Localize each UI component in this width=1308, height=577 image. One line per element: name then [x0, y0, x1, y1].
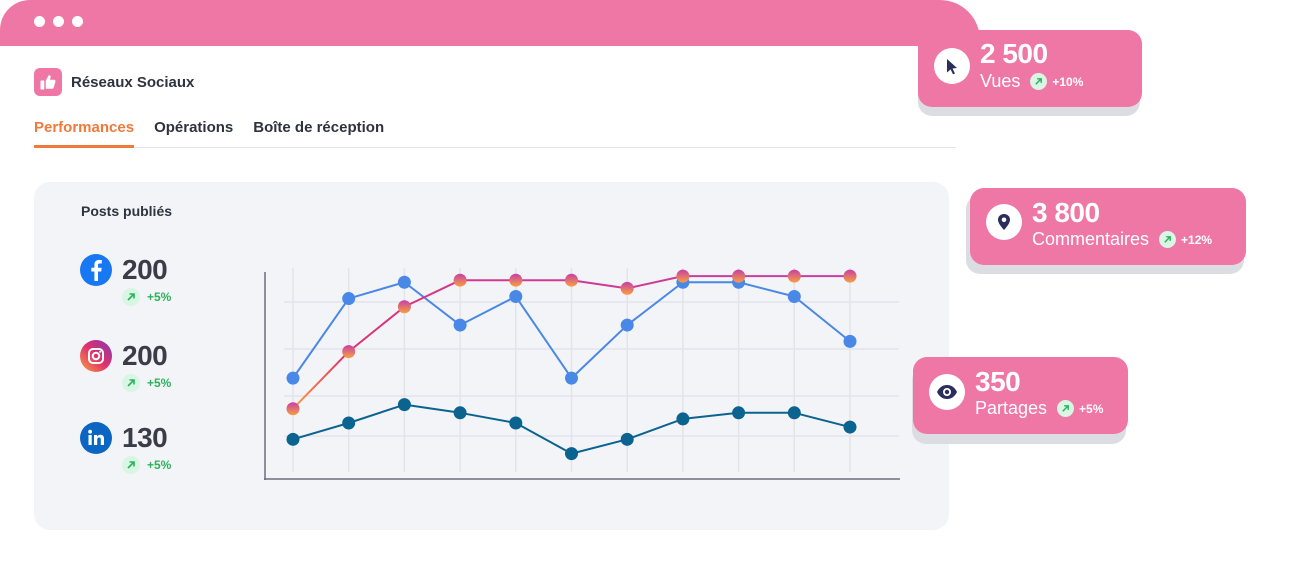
arrow-up-right-icon [1159, 231, 1177, 248]
linkedin-data-point [286, 432, 300, 446]
linkedin-data-point [509, 416, 523, 430]
stat-card-comments: 3 800 Commentaires +12% [970, 188, 1246, 265]
trend-value: +5% [147, 458, 172, 472]
tab-performances[interactable]: Performances [34, 118, 135, 148]
window-titlebar [0, 0, 980, 46]
card-label: Commentaires [1032, 229, 1150, 249]
linkedin-icon [80, 422, 112, 454]
cursor-icon [934, 48, 970, 84]
card-label: Vues [980, 71, 1021, 91]
instagram-data-point [620, 281, 634, 295]
card-value: 2 500 [980, 38, 1048, 69]
arrow-up-right-icon [122, 374, 140, 392]
facebook-data-point [620, 318, 634, 332]
window-controls [34, 16, 83, 27]
posts-panel: Posts publiés 200 +5% [34, 182, 949, 530]
window-dot[interactable] [53, 16, 64, 27]
arrow-up-right-icon [122, 288, 140, 306]
facebook-data-point [286, 371, 300, 385]
linkedin-data-point [453, 406, 467, 420]
card-value: 3 800 [1032, 197, 1100, 228]
stat-card-views: 2 500 Vues +10% [918, 30, 1142, 107]
instagram-data-point [787, 269, 801, 283]
instagram-data-point [676, 269, 690, 283]
facebook-data-point [397, 275, 411, 289]
linkedin-data-point [342, 416, 356, 430]
window-dot[interactable] [34, 16, 45, 27]
facebook-data-point [787, 290, 801, 304]
stat-value: 200 [122, 340, 168, 371]
eye-icon [929, 374, 965, 410]
tab-bar: Performances Opérations Boîte de récepti… [34, 118, 956, 148]
trend-value: +5% [147, 290, 172, 304]
stat-linkedin: 130 +5% [80, 422, 240, 474]
posts-line-chart [264, 268, 900, 480]
linkedin-data-point [565, 447, 578, 461]
stat-card-shares: 350 Partages +5% [913, 357, 1128, 434]
instagram-data-point [397, 300, 411, 314]
app-title: Réseaux Sociaux [71, 73, 195, 91]
arrow-up-right-icon [122, 456, 140, 474]
chart-axes [264, 272, 900, 480]
instagram-data-point [509, 273, 523, 287]
stat-value: 200 [122, 254, 168, 285]
stat-facebook: 200 +5% [80, 254, 240, 306]
card-trend-value: +10% [1052, 74, 1084, 89]
arrow-up-right-icon [1057, 400, 1075, 417]
instagram-data-point [843, 269, 857, 283]
linkedin-data-point [620, 432, 634, 446]
chart-series [286, 269, 857, 461]
window-dot[interactable] [72, 16, 83, 27]
map-pin-icon [986, 204, 1022, 240]
tab-inbox[interactable]: Boîte de réception [253, 119, 385, 136]
app-window: Réseaux Sociaux Performances Opérations … [0, 0, 980, 530]
instagram-icon [80, 340, 112, 372]
card-trend-value: +5% [1079, 401, 1104, 416]
card-trend-value: +12% [1181, 232, 1213, 247]
facebook-data-point [509, 290, 523, 304]
chart-grid [284, 268, 899, 472]
trend-value: +5% [147, 376, 172, 390]
panel-title: Posts publiés [81, 203, 173, 219]
instagram-data-point [342, 345, 356, 359]
linkedin-data-point [787, 406, 801, 420]
tab-operations[interactable]: Opérations [154, 119, 234, 136]
facebook-data-point [453, 318, 467, 332]
linkedin-data-point [843, 420, 857, 434]
card-value: 350 [975, 366, 1021, 397]
thumbs-up-icon [34, 68, 62, 96]
instagram-data-point [453, 273, 467, 287]
stat-instagram: 200 +5% [80, 340, 240, 392]
facebook-data-point [342, 292, 356, 306]
facebook-data-point [565, 371, 578, 385]
linkedin-data-point [397, 398, 411, 412]
stat-value: 130 [122, 422, 168, 453]
facebook-icon [80, 254, 112, 286]
instagram-data-point [565, 273, 578, 287]
linkedin-data-point [676, 412, 690, 426]
card-label: Partages [975, 398, 1048, 418]
app-header: Réseaux Sociaux [34, 68, 194, 96]
instagram-data-point [732, 269, 746, 283]
facebook-data-point [843, 334, 857, 348]
linkedin-data-point [732, 406, 746, 420]
arrow-up-right-icon [1030, 73, 1048, 90]
instagram-data-point [286, 402, 300, 416]
